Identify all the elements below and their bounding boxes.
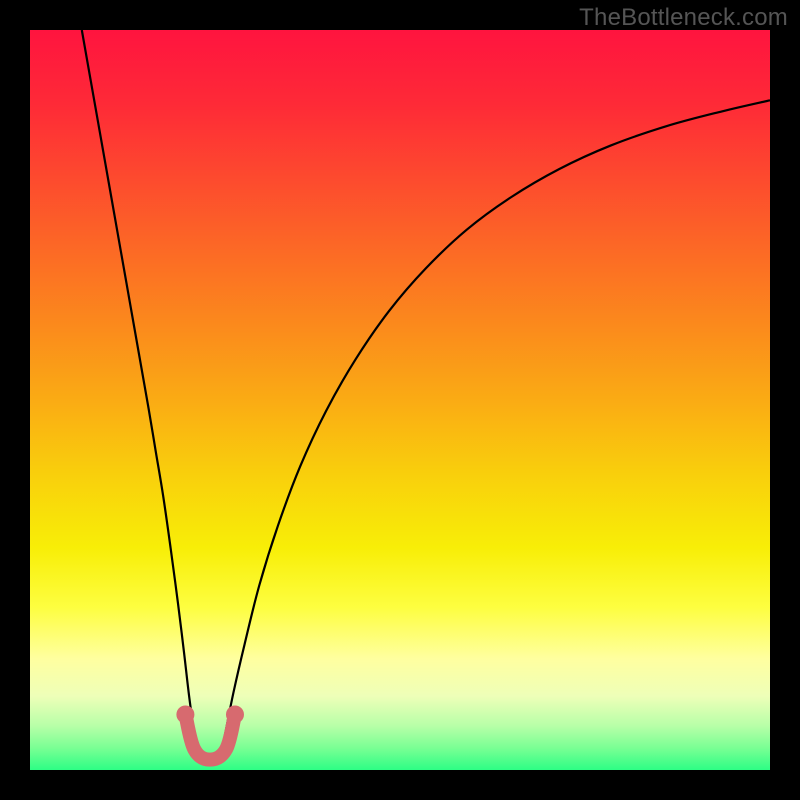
- watermark-text: TheBottleneck.com: [579, 4, 788, 32]
- plot-background: [30, 30, 770, 770]
- bottleneck-chart: [0, 0, 800, 800]
- marker-dot: [226, 706, 244, 724]
- marker-dot: [176, 706, 194, 724]
